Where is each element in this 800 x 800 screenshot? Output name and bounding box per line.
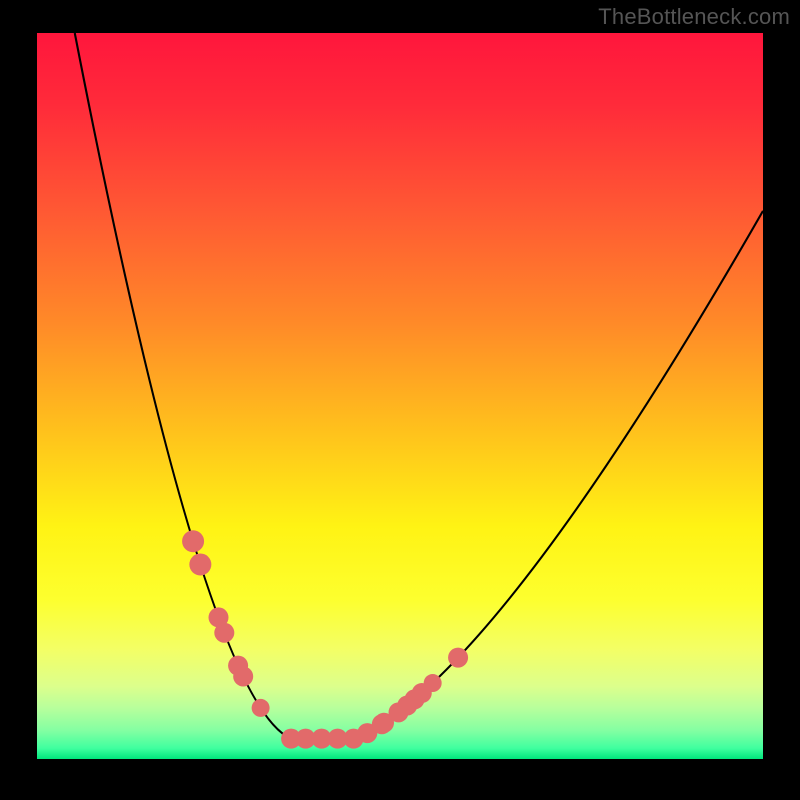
chart-root: TheBottleneck.com xyxy=(0,0,800,800)
data-marker xyxy=(424,674,442,692)
data-marker xyxy=(233,666,253,686)
data-marker xyxy=(189,553,211,575)
data-marker xyxy=(214,623,234,643)
data-marker xyxy=(182,530,204,552)
chart-background xyxy=(37,33,763,759)
data-marker xyxy=(252,699,270,717)
data-marker xyxy=(448,648,468,668)
watermark-text: TheBottleneck.com xyxy=(598,4,790,30)
bottleneck-chart xyxy=(0,0,800,800)
